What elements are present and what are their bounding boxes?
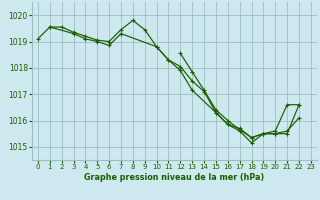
X-axis label: Graphe pression niveau de la mer (hPa): Graphe pression niveau de la mer (hPa)	[84, 173, 265, 182]
